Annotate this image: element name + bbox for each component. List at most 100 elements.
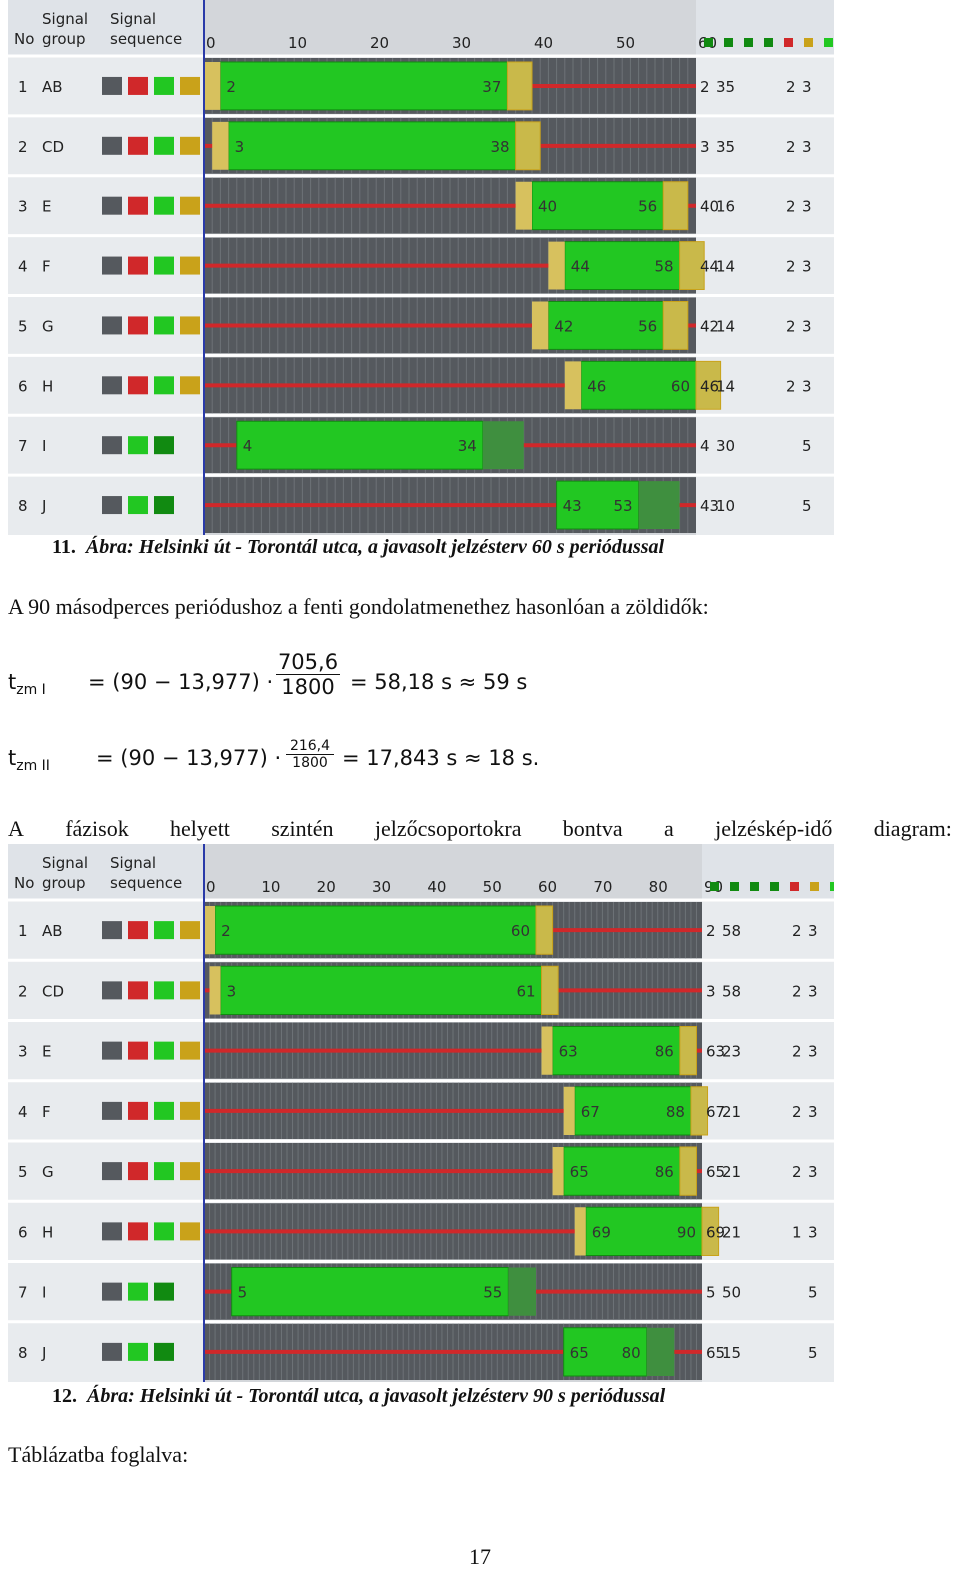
green-start-label: 2	[226, 78, 236, 96]
green-start-label: 46	[587, 377, 606, 395]
header-no: No	[14, 30, 34, 48]
amber-aspect-icon	[180, 376, 200, 395]
formula-expression: = (90 − 13,977) ·	[88, 670, 274, 694]
row-group-label: AB	[42, 78, 63, 96]
green-aspect-icon	[154, 981, 174, 1000]
start-time-value: 65	[706, 1344, 725, 1362]
row-number: 7	[18, 437, 28, 455]
header-sequence-line1: Signal	[110, 854, 156, 872]
extra-value-1: 2	[786, 258, 796, 276]
red-amber-aspect-icon	[128, 376, 148, 395]
start-time-value: 42	[700, 317, 719, 335]
formula-denominator: 1800	[281, 675, 335, 699]
green-duration-value: 35	[716, 138, 735, 156]
header-legend-icon	[724, 38, 733, 47]
green-end-label: 56	[638, 317, 657, 335]
caption-text: Ábra: Helsinki út - Torontál utca, a jav…	[87, 1385, 666, 1407]
row-group-label: E	[42, 198, 51, 216]
green-end-label: 80	[622, 1344, 641, 1362]
start-time-value: 3	[706, 982, 716, 1000]
red-amber-phase-bar	[204, 906, 216, 955]
red-amber-phase-bar	[532, 301, 549, 350]
amber-phase-bar	[679, 1026, 697, 1076]
extra-value-2: 5	[802, 437, 812, 455]
row-group-label: CD	[42, 982, 64, 1000]
tick-label: 30	[452, 34, 471, 52]
red-amber-phase-bar	[541, 1026, 553, 1075]
amber-phase-bar	[662, 181, 689, 231]
extra-value-2: 3	[802, 138, 812, 156]
row-number: 7	[18, 1284, 28, 1302]
green-duration-value: 21	[722, 1163, 741, 1181]
green-end-label: 37	[482, 78, 501, 96]
row-group-label: H	[42, 1223, 53, 1241]
green-duration-value: 14	[716, 377, 735, 395]
green-duration-value: 35	[716, 78, 735, 96]
extra-value-1: 2	[786, 317, 796, 335]
header-no: No	[14, 874, 34, 892]
tick-label: 60	[538, 878, 557, 896]
row-number: 2	[18, 982, 28, 1000]
word: fázisok	[65, 816, 129, 841]
start-time-value: 44	[700, 258, 719, 276]
green-duration-value: 30	[716, 437, 735, 455]
row-number: 1	[18, 922, 28, 940]
red-aspect-icon	[102, 1041, 122, 1060]
red-aspect-icon	[102, 1162, 122, 1181]
word: bontva	[562, 816, 623, 841]
header-group-line1: Signal	[42, 10, 88, 28]
row-number: 1	[18, 78, 28, 96]
header-legend-icon	[810, 882, 819, 891]
row-number: 3	[18, 1043, 28, 1061]
extra-value-2: 3	[802, 258, 812, 276]
tick-label: 20	[370, 34, 389, 52]
extra-value-2: 3	[808, 1223, 818, 1241]
start-time-value: 65	[706, 1163, 725, 1181]
green-end-label: 60	[671, 377, 690, 395]
amber-phase-bar	[535, 905, 554, 955]
formula-lhs: t	[8, 746, 17, 770]
flashing-green-bar	[638, 481, 680, 529]
red-amber-phase-bar	[574, 1207, 586, 1256]
tick-label: 0	[206, 878, 216, 896]
green-end-label: 34	[458, 437, 477, 455]
start-time-value: 2	[706, 922, 716, 940]
red-amber-aspect-icon	[128, 1162, 148, 1181]
red-amber-phase-bar	[564, 361, 582, 410]
signal-plan-diagram-60s: No Signal group Signal sequence 0 10 20 30 40 50 60…	[8, 0, 834, 535]
row-number: 6	[18, 1223, 28, 1241]
start-time-value: 63	[706, 1043, 725, 1061]
amber-aspect-icon	[180, 1101, 200, 1120]
green-duration-value: 23	[722, 1043, 741, 1061]
amber-phase-bar	[690, 1086, 709, 1136]
row-number: 3	[18, 198, 28, 216]
row-group-label: F	[42, 258, 51, 276]
green-end-label: 86	[655, 1043, 674, 1061]
green-start-label: 69	[592, 1223, 611, 1241]
red-aspect-icon	[102, 436, 122, 455]
start-time-value: 40	[700, 198, 719, 216]
amber-phase-bar	[695, 360, 722, 410]
amber-aspect-icon	[180, 76, 200, 95]
amber-phase-bar	[541, 965, 559, 1015]
start-time-value: 3	[700, 138, 710, 156]
amber-aspect-icon	[180, 1162, 200, 1181]
green-aspect-icon	[154, 256, 174, 275]
red-amber-aspect-icon	[128, 196, 148, 215]
red-aspect-icon	[102, 1101, 122, 1120]
green-aspect-icon	[128, 496, 148, 515]
green-duration-value: 14	[716, 258, 735, 276]
amber-aspect-icon	[180, 256, 200, 275]
extra-value-2: 3	[808, 1163, 818, 1181]
tick-label: 50	[616, 34, 635, 52]
green-phase-bar	[228, 121, 517, 171]
flashing-green-bar	[508, 1267, 536, 1316]
green-phase-bar	[231, 1267, 509, 1317]
row-group-label: H	[42, 377, 53, 395]
row-number: 8	[18, 1344, 28, 1362]
row-group-label: F	[42, 1103, 51, 1121]
tick-label: 30	[372, 878, 391, 896]
extra-value-1: 2	[792, 1043, 802, 1061]
green-start-label: 44	[571, 258, 590, 276]
